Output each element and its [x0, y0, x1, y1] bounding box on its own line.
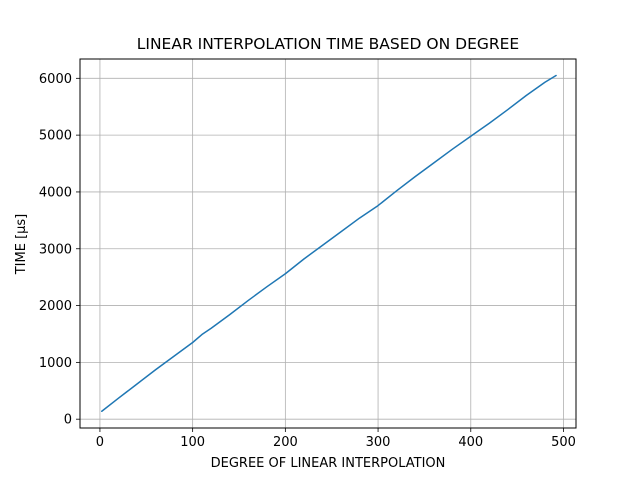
x-axis: 0 100 200 300 400 500	[96, 428, 576, 450]
y-tick-label: 4000	[39, 185, 72, 200]
x-tick-label: 200	[273, 435, 298, 450]
x-tick-label: 0	[96, 435, 104, 450]
series-line-1	[101, 74, 557, 412]
x-axis-label: DEGREE OF LINEAR INTERPOLATION	[211, 456, 446, 471]
axes-frame	[79, 58, 577, 429]
grid-lines	[80, 59, 576, 428]
x-tick-label: 500	[551, 435, 576, 450]
y-axis-label: TIME [µs]	[14, 214, 29, 276]
series-layer	[101, 74, 557, 412]
y-axis: 0 1000 2000 3000 4000 5000 6000	[39, 72, 80, 428]
x-tick-label: 100	[180, 435, 205, 450]
y-tick-label: 3000	[39, 242, 72, 257]
y-tick-label: 6000	[39, 72, 72, 87]
x-tick-label: 300	[366, 435, 391, 450]
y-tick-label: 2000	[39, 299, 72, 314]
y-tick-label: 5000	[39, 129, 72, 144]
chart-title: LINEAR INTERPOLATION TIME BASED ON DEGRE…	[137, 35, 519, 53]
y-tick-label: 0	[64, 413, 72, 428]
x-tick-label: 400	[458, 435, 483, 450]
y-tick-label: 1000	[39, 356, 72, 371]
